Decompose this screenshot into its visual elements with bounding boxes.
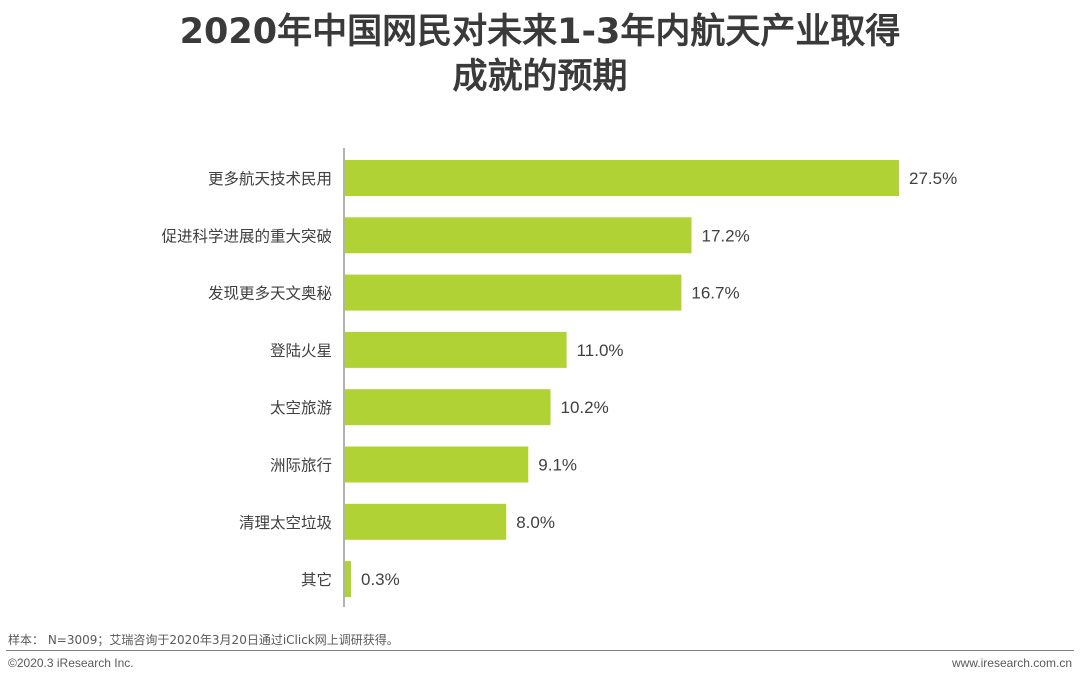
category-label: 太空旅游: [270, 399, 332, 417]
value-label: 0.3%: [361, 570, 400, 589]
footer-divider: [6, 650, 1074, 651]
bar: [345, 331, 567, 368]
value-label: 8.0%: [516, 513, 555, 532]
bar: [345, 389, 551, 426]
value-label: 11.0%: [577, 341, 624, 360]
value-label: 10.2%: [561, 398, 609, 417]
value-label: 16.7%: [691, 284, 739, 303]
bar: [345, 274, 682, 311]
bar: [345, 503, 507, 540]
category-label: 发现更多天文奥秘: [208, 285, 332, 303]
chart-title-line-2: 成就的预期: [452, 57, 628, 97]
website-link[interactable]: www.iresearch.com.cn: [951, 656, 1072, 670]
category-label: 更多航天技术民用: [208, 170, 332, 188]
chart-title: 2020年中国网民对未来1-3年内航天产业取得 成就的预期: [0, 10, 1080, 100]
bar: [345, 160, 899, 196]
chart-title-line-1: 2020年中国网民对未来1-3年内航天产业取得: [179, 12, 901, 52]
copyright-text: ©2020.3 iResearch Inc.: [8, 656, 134, 670]
sample-note: 样本： N=3009；艾瑞咨询于2020年3月20日通过iClick网上调研获得…: [8, 633, 399, 647]
bar: [345, 217, 692, 254]
bar: [345, 561, 351, 598]
value-label: 9.1%: [538, 456, 577, 475]
category-label: 促进科学进展的重大突破: [161, 227, 332, 245]
category-label: 清理太空垃圾: [239, 514, 332, 532]
value-label: 17.2%: [702, 226, 750, 245]
category-label: 登陆火星: [270, 342, 332, 360]
category-label: 洲际旅行: [270, 457, 332, 475]
value-label: 27.5%: [909, 169, 957, 188]
category-label: 其它: [301, 571, 332, 589]
bar: [345, 446, 529, 483]
